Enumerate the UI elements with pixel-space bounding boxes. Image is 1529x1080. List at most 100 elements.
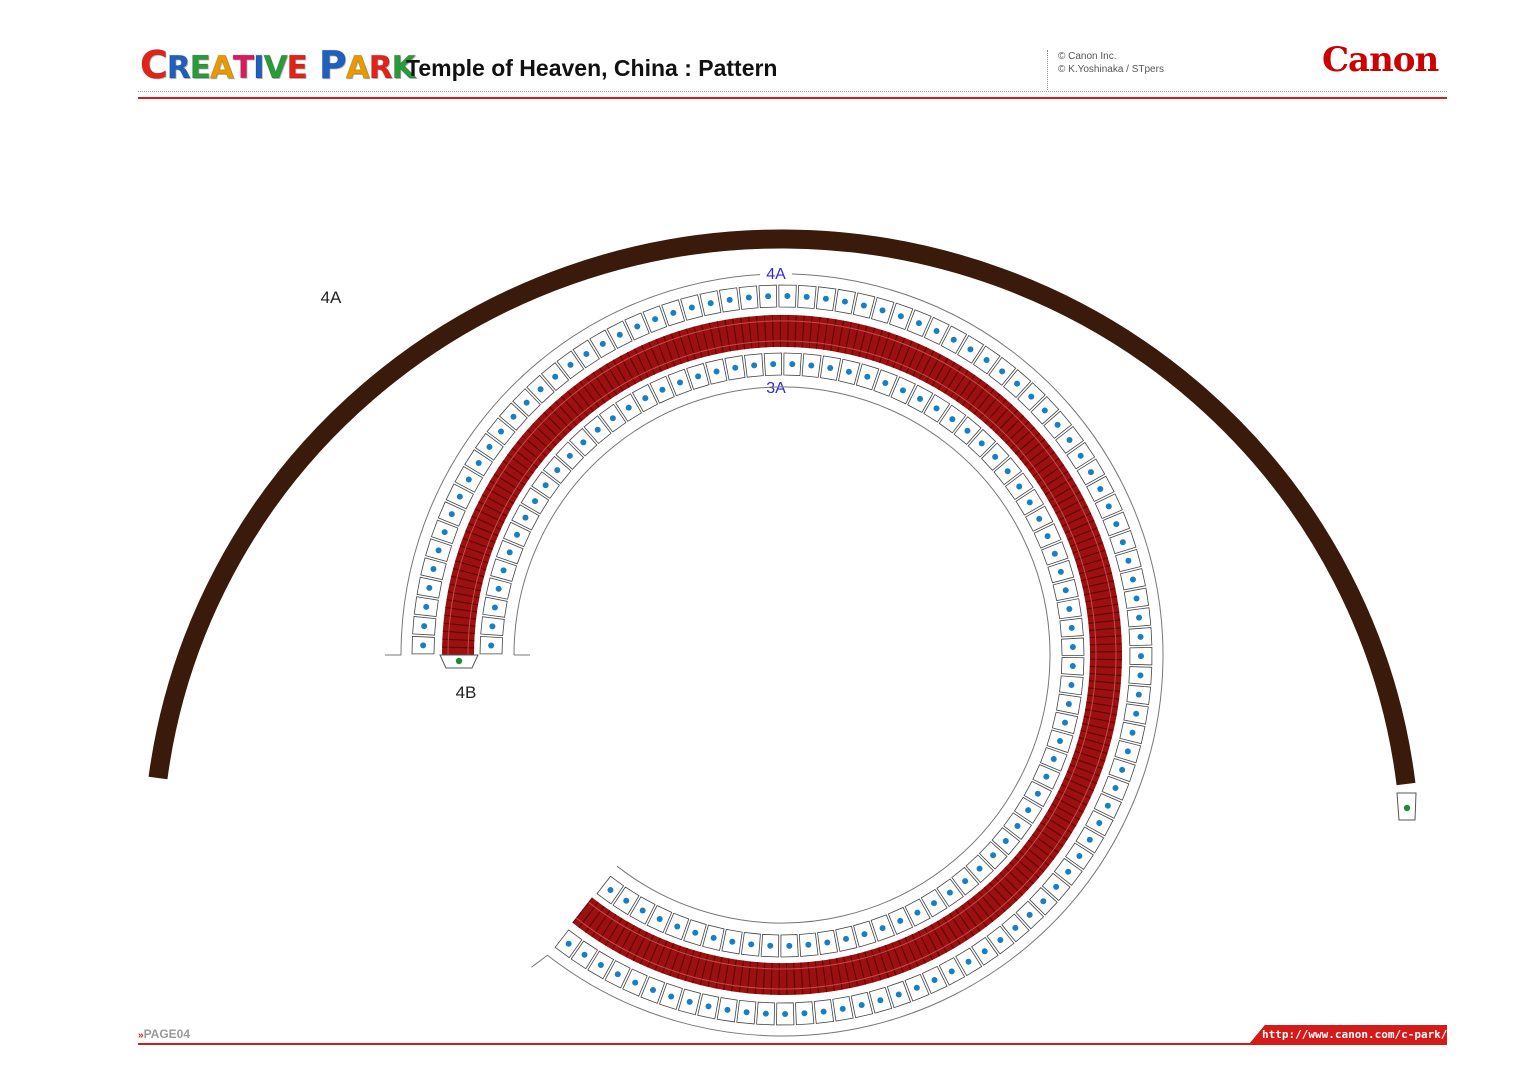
roof-tile-line (619, 355, 636, 385)
inner-row-dot (542, 482, 549, 489)
outer-row-dot (567, 361, 574, 368)
roof-tile-line (1083, 715, 1116, 724)
roof-tile-line (967, 383, 989, 411)
page-title: Temple of Heaven, China : Pattern (406, 55, 778, 81)
outer-row-dot (448, 511, 455, 518)
roof-tile-line (1082, 722, 1114, 732)
inner-row-dot (1068, 624, 1075, 631)
outer-row-dot (765, 293, 772, 300)
roof-tile-line (445, 606, 478, 613)
outer-row-dot (983, 356, 990, 363)
inner-row-dot (899, 387, 906, 394)
outer-row-dot (724, 1006, 731, 1013)
roof-tile-line (738, 960, 744, 993)
roof-tile-line (771, 315, 774, 348)
roof-tile-line (507, 453, 534, 474)
inner-row-dot (930, 900, 937, 907)
outer-row-dot (965, 958, 972, 965)
outer-row-dot (1113, 521, 1120, 528)
roof-tile-line (1080, 729, 1112, 739)
roof-tile-line (1036, 827, 1064, 847)
roof-tile-line (560, 395, 583, 421)
outer-row-dot (649, 987, 656, 994)
inner-row-dot (917, 395, 924, 402)
logo-letter: T (232, 50, 254, 87)
outer-row-dot (421, 623, 428, 630)
footer-url-link[interactable]: http://www.canon.com/c-park/ (1262, 1028, 1448, 1041)
roof-tile-line (444, 614, 477, 620)
inner-row-dot (1025, 807, 1032, 814)
label-big-arc-4a: 4A (321, 288, 342, 307)
roof-tile-line (912, 347, 928, 377)
roof-tile-line (1086, 701, 1119, 708)
outer-row-dot (1014, 380, 1021, 387)
ring-glue-tab-4b (439, 654, 479, 669)
inner-row-dot (767, 942, 774, 949)
inner-row-dot (897, 917, 904, 924)
outer-row-dot (1065, 868, 1072, 875)
roof-tile-line (471, 515, 502, 530)
roof-tile-line (978, 891, 1000, 918)
roof-tile-line (1088, 680, 1121, 684)
roof-tile-line (537, 417, 562, 441)
roof-tile-line (502, 460, 530, 480)
roof-tile-line (730, 959, 737, 992)
roof-tile-line (989, 404, 1013, 429)
outer-row-dot (441, 529, 448, 536)
roof-tile-line (836, 958, 843, 990)
outer-row-dot (599, 340, 606, 347)
inner-row-dot (609, 415, 616, 422)
roof-tile-line (814, 961, 820, 994)
roof-tile-line (1089, 643, 1122, 646)
roof-tile-line (1032, 457, 1060, 478)
roof-tile-line (611, 921, 629, 950)
outer-row-dot (435, 547, 442, 554)
outer-row-dot (1135, 691, 1142, 698)
outer-arc-glue-tab (1396, 792, 1417, 821)
inner-row-dot (554, 467, 561, 474)
inner-row-dot (514, 531, 521, 538)
outer-row-dot (1105, 503, 1112, 510)
outer-row-dot (1133, 595, 1140, 602)
outer-row-dot (803, 293, 810, 300)
roof-tile-line (708, 322, 717, 355)
page-number-text: PAGE04 (143, 1027, 191, 1041)
inner-row-dot (786, 942, 793, 949)
outer-row-dot (616, 331, 623, 338)
roof-tile-line (584, 905, 605, 933)
roof-tile-line (443, 622, 476, 627)
roof-tile-line (851, 323, 860, 356)
roof-tile-line (591, 910, 611, 938)
logo-letter: I (253, 50, 265, 87)
roof-tile-line (755, 315, 760, 348)
roof-tile-line (1085, 595, 1118, 603)
roof-tile-line (1036, 464, 1065, 484)
roof-tile-line (956, 374, 976, 402)
outer-row-dot (498, 428, 505, 435)
outer-row-dot (784, 293, 791, 300)
inner-row-dot (962, 878, 969, 885)
inner-row-dot (933, 405, 940, 412)
green-dot-marker (1403, 804, 1411, 812)
roof-tile-line (1078, 564, 1111, 575)
roof-tile-line (1082, 580, 1114, 589)
roof-tile-line (961, 904, 981, 932)
outer-row-dot (931, 976, 938, 983)
inner-row-dot (642, 395, 649, 402)
roof-tile-line (462, 537, 493, 550)
inner-row-dot (824, 939, 831, 946)
canon-logo: Canon (1322, 40, 1439, 80)
inner-row-dot (1034, 790, 1041, 797)
outer-row-dot (895, 991, 902, 998)
roof-tile-line (1088, 619, 1121, 624)
inner-row-dot (1062, 719, 1069, 726)
outer-row-dot (688, 304, 695, 311)
tiled-roof-ring (411, 284, 1153, 1026)
roof-tile-line (865, 327, 876, 359)
inner-row-dot (566, 452, 573, 459)
roof-tile-line (808, 316, 813, 349)
outer-row-dot (430, 566, 437, 573)
inner-row-dot (864, 373, 871, 380)
outer-row-dot (1040, 898, 1047, 905)
outer-row-dot (1125, 557, 1132, 564)
